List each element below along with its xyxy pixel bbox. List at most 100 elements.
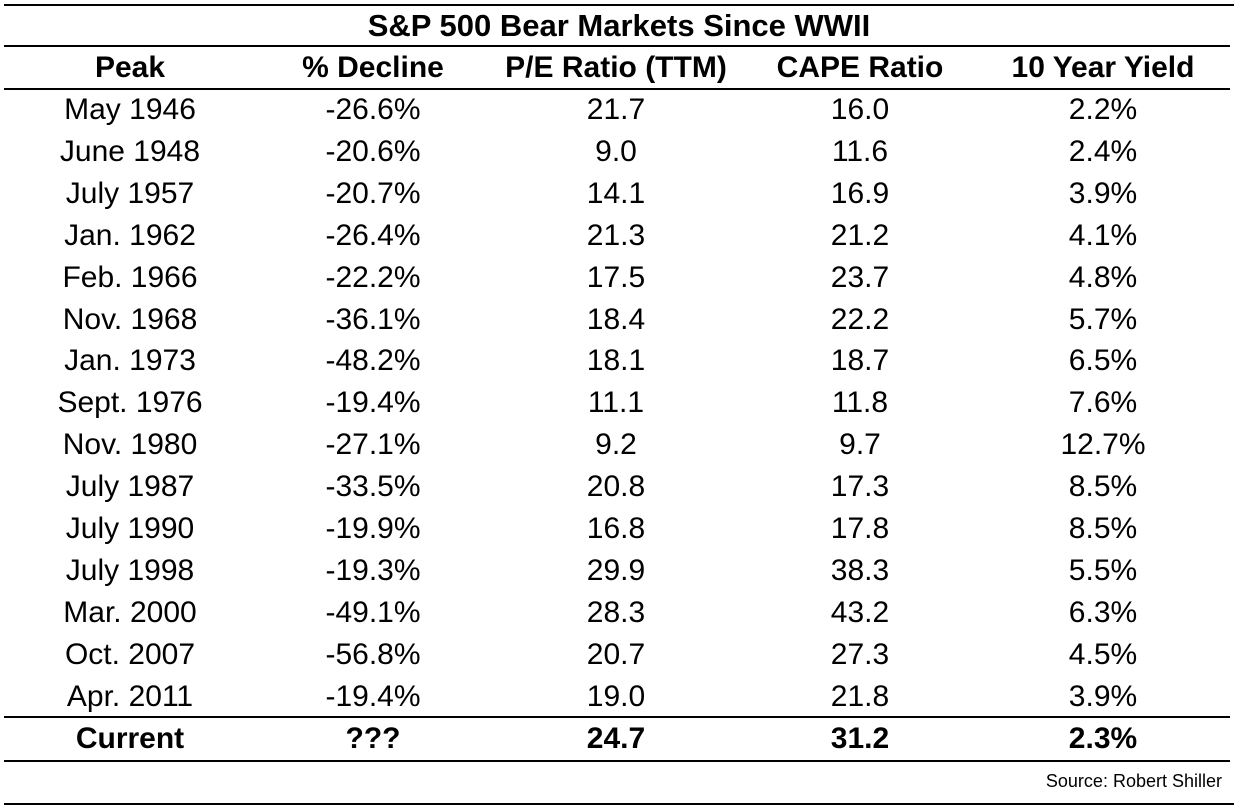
current-decline: ??? [345,722,401,755]
table-frame [4,4,1234,805]
table-row: July 1990 -19.9% 16.8 17.8 8.5% [0,508,1238,550]
cell-decline: -49.1% [325,595,421,629]
table-row: Nov. 1968 -36.1% 18.4 22.2 5.7% [0,299,1238,341]
cell-decline: -56.8% [325,637,421,671]
header-pe-ratio: P/E Ratio (TTM) [505,51,727,84]
cell-cape-ratio: 18.7 [830,344,890,378]
table-row: July 1987 -33.5% 20.8 17.3 8.5% [0,466,1238,508]
cell-pe-ratio: 11.1 [587,386,645,420]
cell-cape-ratio: 17.3 [830,470,890,504]
cell-peak: Mar. 2000 [63,595,197,629]
cell-peak: Oct. 2007 [64,637,196,671]
cell-peak: Sept. 1976 [57,386,203,420]
current-divider-bottom [4,760,1230,762]
current-cape-ratio: 31.2 [830,722,890,755]
cell-decline: -48.2% [325,344,421,378]
cell-pe-ratio: 28.3 [586,595,646,629]
cell-decline: -19.9% [325,512,421,545]
cell-pe-ratio: 20.8 [586,470,646,504]
table-row: July 1998 -19.3% 29.9 38.3 5.5% [0,550,1238,592]
table-row: Nov. 1980 -27.1% 9.2 9.7 12.7% [0,424,1238,466]
header-cape-ratio: CAPE Ratio [776,51,944,84]
table-row: Jan. 1962 -26.4% 21.3 21.2 4.1% [0,215,1238,257]
header-divider [4,88,1230,90]
cell-peak: July 1957 [65,176,195,210]
cell-ten-year-yield: 4.5% [1068,637,1138,671]
cell-cape-ratio: 9.7 [839,428,881,462]
title-divider [4,45,1230,47]
header-peak: Peak [94,51,166,84]
source-note: Source: Robert Shiller [1045,771,1222,791]
table-row: Apr. 2011 -19.4% 19.0 21.8 3.9% [0,676,1238,718]
cell-pe-ratio: 9.2 [595,428,637,462]
cell-ten-year-yield: 8.5% [1068,470,1138,504]
cell-peak: Nov. 1968 [62,302,198,336]
cell-ten-year-yield: 12.7% [1060,428,1146,462]
cell-cape-ratio: 17.8 [830,512,890,545]
cell-decline: -19.3% [325,553,421,587]
cell-peak: May 1946 [64,93,196,126]
cell-cape-ratio: 11.8 [831,386,889,420]
cell-ten-year-yield: 3.9% [1068,679,1138,713]
cell-cape-ratio: 27.3 [830,637,890,671]
cell-cape-ratio: 11.6 [831,134,889,168]
cell-pe-ratio: 29.9 [586,553,646,587]
table-row: May 1946 -26.6% 21.7 16.0 2.2% [0,89,1238,131]
cell-cape-ratio: 38.3 [830,553,890,587]
cell-ten-year-yield: 4.8% [1068,260,1138,294]
cell-ten-year-yield: 2.4% [1068,134,1138,168]
table-row: June 1948 -20.6% 9.0 11.6 2.4% [0,131,1238,173]
current-peak: Current [75,722,185,755]
cell-pe-ratio: 18.1 [586,344,646,378]
cell-pe-ratio: 18.4 [586,302,646,336]
current-divider-top [4,716,1230,718]
cell-decline: -19.4% [325,386,421,420]
cell-decline: -20.6% [325,134,421,168]
cell-ten-year-yield: 3.9% [1068,176,1138,210]
table-row: July 1957 -20.7% 14.1 16.9 3.9% [0,173,1238,215]
cell-peak: July 1998 [65,553,195,587]
cell-cape-ratio: 16.9 [830,176,890,210]
table-row: Feb. 1966 -22.2% 17.5 23.7 4.8% [0,257,1238,299]
current-pe-ratio: 24.7 [586,722,646,755]
current-row: Current ??? 24.7 31.2 2.3% [0,718,1238,760]
header-decline: % Decline [302,51,444,84]
cell-cape-ratio: 21.2 [830,218,890,252]
cell-pe-ratio: 9.0 [595,134,637,168]
cell-decline: -33.5% [325,470,421,504]
cell-ten-year-yield: 2.2% [1068,93,1138,126]
cell-ten-year-yield: 5.5% [1068,553,1138,587]
cell-decline: -22.2% [325,260,421,294]
cell-peak: Nov. 1980 [62,428,198,462]
cell-ten-year-yield: 6.3% [1068,595,1138,629]
cell-pe-ratio: 20.7 [586,637,646,671]
cell-decline: -27.1% [325,428,421,462]
cell-pe-ratio: 21.3 [586,218,646,252]
table-row: Sept. 1976 -19.4% 11.1 11.8 7.6% [0,382,1238,424]
cell-pe-ratio: 17.5 [586,260,646,294]
cell-ten-year-yield: 7.6% [1068,386,1138,420]
cell-cape-ratio: 23.7 [830,260,890,294]
table-title: S&P 500 Bear Markets Since WWII [367,8,871,43]
cell-decline: -19.4% [325,679,421,713]
cell-ten-year-yield: 8.5% [1068,512,1138,545]
cell-pe-ratio: 21.7 [586,93,646,126]
cell-pe-ratio: 14.1 [586,176,646,210]
table-row: Jan. 1973 -48.2% 18.1 18.7 6.5% [0,340,1238,382]
cell-peak: Jan. 1962 [64,218,196,252]
header-ten-year-yield: 10 Year Yield [1011,51,1195,84]
cell-cape-ratio: 43.2 [830,595,890,629]
current-ten-year-yield: 2.3% [1068,722,1138,755]
table-row: Mar. 2000 -49.1% 28.3 43.2 6.3% [0,592,1238,634]
cell-cape-ratio: 21.8 [830,679,890,713]
cell-peak: Jan. 1973 [64,344,196,378]
cell-peak: July 1990 [65,512,195,545]
cell-decline: -26.6% [325,93,421,126]
cell-peak: June 1948 [59,134,201,168]
header-row: Peak % Decline P/E Ratio (TTM) CAPE Rati… [0,47,1238,89]
cell-ten-year-yield: 6.5% [1068,344,1138,378]
cell-ten-year-yield: 4.1% [1068,218,1138,252]
cell-peak: July 1987 [65,470,195,504]
cell-ten-year-yield: 5.7% [1068,302,1138,336]
table-row: Oct. 2007 -56.8% 20.7 27.3 4.5% [0,634,1238,676]
